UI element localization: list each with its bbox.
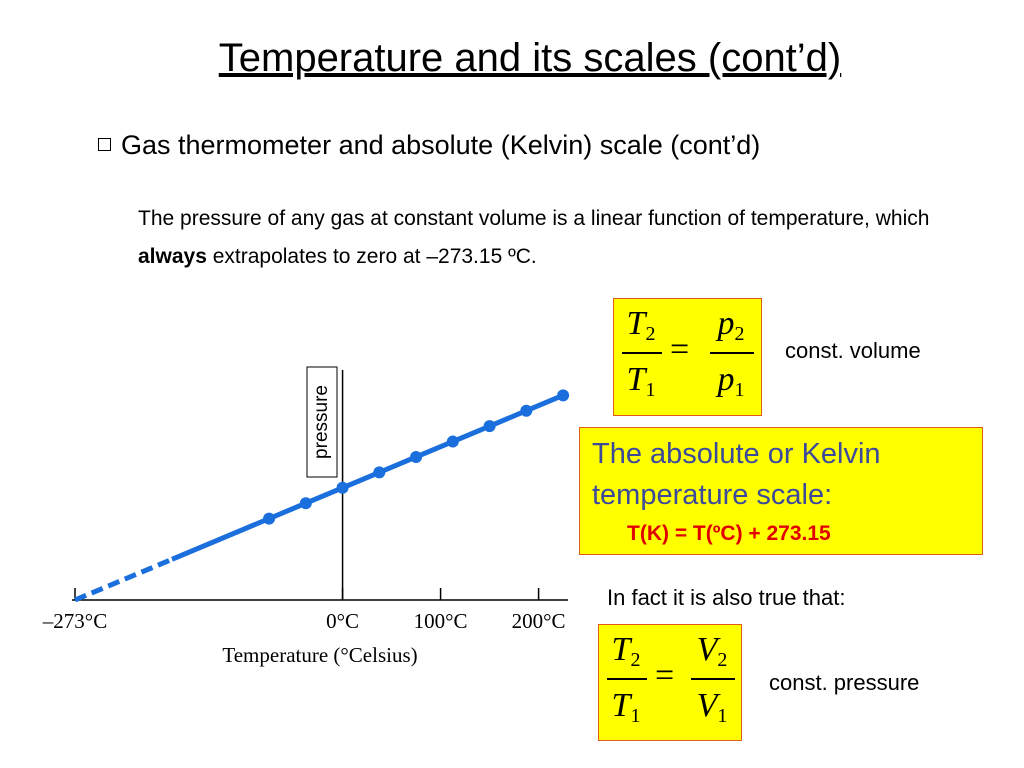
data-point	[557, 389, 570, 402]
slide-title: Temperature and its scales (cont’d)	[218, 36, 842, 80]
symbol: p	[717, 361, 735, 398]
data-point	[299, 497, 312, 510]
data-point	[520, 404, 533, 417]
subscript: 1	[717, 705, 728, 727]
subscript: 1	[645, 379, 656, 401]
equation-box: T2 T1 = p2 p1	[613, 298, 762, 416]
numerator: T2	[603, 631, 649, 672]
denominator: T1	[603, 687, 649, 728]
box-text: temperature scale:	[592, 479, 833, 511]
y-label-box	[306, 366, 338, 478]
equation-note: const. volume	[785, 338, 921, 363]
symbol: T	[626, 361, 646, 398]
operator: =	[670, 331, 690, 368]
denominator: V1	[689, 687, 735, 728]
data-point	[373, 466, 386, 479]
subscript: 2	[630, 649, 641, 671]
x-axis-label: Temperature (°Celsius)	[222, 643, 417, 667]
subscript: 1	[734, 379, 745, 401]
fraction-bar	[710, 352, 754, 354]
data-point	[483, 420, 496, 433]
paragraph: The pressure of any gas at constant volu…	[138, 200, 978, 276]
fraction-bar	[622, 352, 662, 354]
symbol: V	[696, 631, 718, 668]
symbol: T	[611, 687, 631, 724]
x-tick-label: 0°C	[326, 609, 359, 633]
numerator: V2	[689, 631, 735, 672]
numerator: p2	[708, 305, 754, 346]
x-tick-label: –273°C	[42, 609, 107, 633]
symbol: T	[626, 305, 646, 342]
text: extrapolates to zero at –273.15 ºC.	[206, 245, 537, 268]
symbol: p	[717, 305, 735, 342]
data-point	[263, 512, 276, 525]
note: In fact it is also true that:	[607, 585, 846, 610]
equation-box: T2 T1 = V2 V1	[598, 624, 742, 741]
fraction-bar	[607, 678, 647, 680]
box-text: The absolute or Kelvin	[592, 438, 881, 470]
text: The pressure of any gas at constant volu…	[138, 207, 930, 230]
emphasis: always	[138, 245, 207, 268]
denominator: p1	[708, 361, 754, 402]
line-lead	[171, 516, 271, 562]
bullet: Gas thermometer and absolute (Kelvin) sc…	[98, 130, 760, 161]
x-tick-label: 100°C	[414, 609, 468, 633]
symbol: V	[696, 687, 718, 724]
extrapolation	[74, 557, 173, 603]
kelvin-box: The absolute or Kelvin temperature scale…	[579, 427, 983, 555]
fraction-bar	[691, 678, 735, 680]
symbol: T	[611, 631, 631, 668]
data-point	[446, 435, 459, 448]
kelvin-formula: T(K) = T(ºC) + 273.15	[627, 522, 831, 545]
subscript: 2	[645, 323, 656, 345]
equation-note: const. pressure	[769, 670, 920, 695]
subscript: 2	[734, 323, 745, 345]
bullet-marker	[98, 138, 111, 151]
chart: pressure Temperature (°Celsius) –273°C 0°…	[42, 366, 570, 667]
data-point	[410, 450, 423, 463]
y-axis-label: pressure	[311, 385, 332, 459]
numerator: T2	[618, 305, 664, 346]
bullet-text: Gas thermometer and absolute (Kelvin) sc…	[121, 130, 761, 160]
denominator: T1	[618, 361, 664, 402]
data-point	[336, 481, 349, 494]
subscript: 1	[630, 705, 641, 727]
operator: =	[655, 657, 675, 694]
subscript: 2	[717, 649, 728, 671]
x-tick-label: 200°C	[512, 609, 566, 633]
